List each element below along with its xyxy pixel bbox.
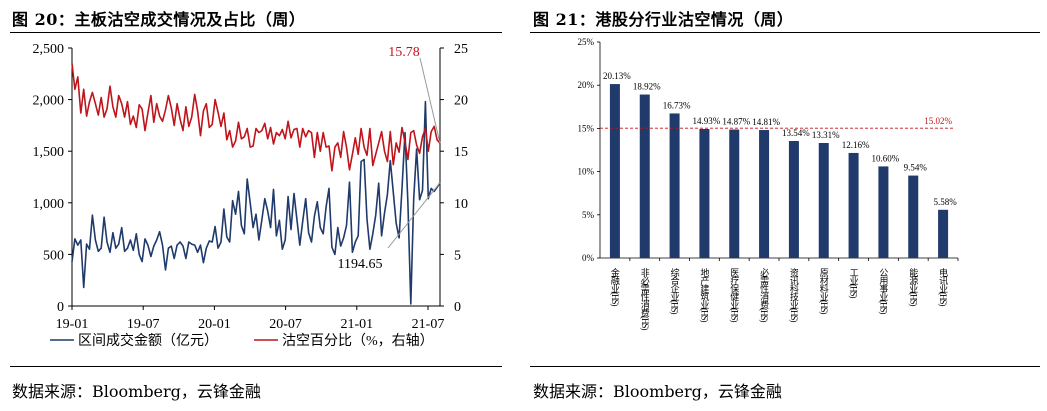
left-y-tick-label: 1,500 <box>33 145 65 160</box>
bar <box>759 130 770 258</box>
bar <box>818 143 829 258</box>
left-y-tick-label: 2,000 <box>33 94 65 109</box>
legend-label-turnover: 区间成交金额（亿元） <box>78 332 218 349</box>
left-y-tick-label: 2,500 <box>33 42 65 57</box>
right-source-note: 数据来源：Bloomberg，云锋金融 <box>533 382 782 401</box>
left-source-note: 数据来源：Bloomberg，云锋金融 <box>12 382 261 401</box>
right-bar-chart: 0% 5% 10% 15% 20% 25% 20.13% 金融业(HS) 18.92% 非必需性消… <box>578 37 959 331</box>
bar <box>938 209 949 258</box>
bar-category-label: 能源业(HS) <box>908 267 918 307</box>
bar-category-label: 电讯业(HS) <box>938 267 948 307</box>
series-line-short-ratio <box>71 63 441 172</box>
bar-value-label: 12.16% <box>842 140 870 150</box>
bar-y-tick-label: 5% <box>582 210 595 220</box>
bar <box>908 175 919 258</box>
bar-value-label: 14.87% <box>722 117 750 127</box>
left-y-tick-label: 500 <box>43 248 64 263</box>
right-y-tick-label: 5 <box>454 248 461 263</box>
bar-y-tick-label: 20% <box>578 80 595 90</box>
right-y-tick-label: 25 <box>454 42 468 57</box>
bar-value-label: 5.58% <box>933 197 957 207</box>
left-y-tick-label: 1,000 <box>33 197 65 212</box>
annotation-turnover: 1194.65 <box>338 257 383 272</box>
bar-value-label: 13.31% <box>812 130 840 140</box>
bar <box>848 152 859 258</box>
x-tick-label: 19-01 <box>56 317 89 332</box>
right-y-tick-label: 10 <box>454 197 468 212</box>
right-y-tick-label: 20 <box>454 94 468 109</box>
right-bottom-rule <box>530 366 1040 367</box>
bar-y-tick-label: 10% <box>578 167 595 177</box>
x-tick-label: 21-01 <box>340 317 373 332</box>
annotation-leader-turnover <box>387 182 441 249</box>
bar <box>878 166 889 258</box>
series-line-turnover <box>71 100 441 305</box>
x-tick-label: 20-07 <box>269 317 302 332</box>
bar <box>609 84 620 258</box>
left-bottom-rule <box>10 366 502 367</box>
bar-category-label: 非必需性消费(HS) <box>640 267 650 331</box>
bar-category-label: 工业(HS) <box>849 268 859 299</box>
x-tick-label: 20-01 <box>198 317 231 332</box>
bar-category-label: 原材料业(HS) <box>819 268 829 315</box>
bar <box>669 113 680 259</box>
left-chart-title: 图 20：主板沽空成交情况及占比（周） <box>12 10 306 29</box>
left-title-rule <box>10 32 502 33</box>
bar-value-label: 14.81% <box>752 117 780 127</box>
bar-value-label: 9.54% <box>904 163 928 173</box>
bar-value-label: 18.92% <box>633 82 661 92</box>
bar <box>729 129 740 258</box>
left-line-chart: 0 500 1,000 1,500 2,000 2,500 0 5 10 15 20 25 19-01 1… <box>33 42 469 349</box>
bar-y-tick-label: 15% <box>578 123 595 133</box>
bar-category-label: 地产建筑业(HS) <box>699 267 709 323</box>
bar-category-label: 综合企业(HS) <box>670 267 680 315</box>
bar-category-label: 公用事业(HS) <box>878 268 888 315</box>
x-tick-label: 21-07 <box>412 317 445 332</box>
bar-y-tick-label: 25% <box>578 37 595 47</box>
bar-value-label: 14.93% <box>693 116 721 126</box>
bar-value-label: 13.54% <box>782 128 810 138</box>
bar <box>639 94 650 258</box>
legend-label-short-ratio: 沽空百分比（%，右轴） <box>282 333 434 349</box>
annotation-short-ratio: 15.78 <box>388 45 420 60</box>
bar-category-label: 资讯科技业(HS) <box>789 268 799 323</box>
right-title-rule <box>530 32 1040 33</box>
bar-category-label: 金融业(HS) <box>610 267 620 307</box>
annotation-leader-short-ratio <box>419 57 441 144</box>
right-chart-title: 图 21：港股分行业沽空情况（周） <box>533 10 794 29</box>
bar <box>788 141 799 258</box>
bar-value-label: 16.73% <box>663 100 691 110</box>
x-tick-label: 19-07 <box>127 317 160 332</box>
right-y-tick-label: 0 <box>454 300 461 315</box>
bar <box>699 129 710 258</box>
bar-category-label: 必需性消费(HS) <box>759 267 769 323</box>
reference-line-label: 15.02% <box>924 116 952 126</box>
left-y-tick-label: 0 <box>57 300 64 315</box>
right-y-tick-label: 15 <box>454 145 468 160</box>
bar-value-label: 20.13% <box>603 71 631 81</box>
bar-y-tick-label: 0% <box>582 253 595 263</box>
bar-category-label: 医疗保健业(HS) <box>729 268 739 323</box>
bar-value-label: 10.60% <box>872 153 900 163</box>
